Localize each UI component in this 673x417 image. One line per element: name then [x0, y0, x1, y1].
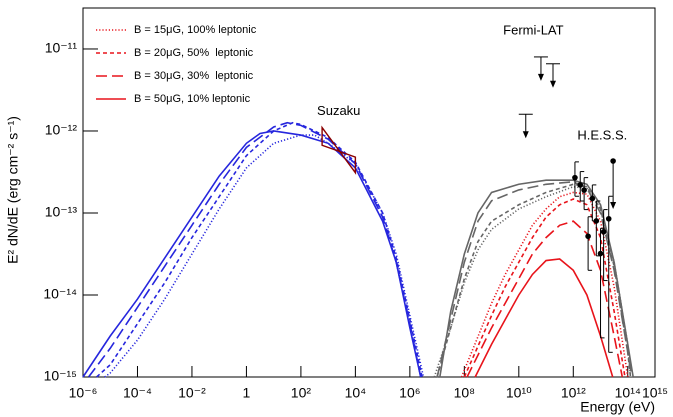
- annotation: Fermi-LAT: [503, 22, 563, 37]
- x-axis-title: Energy (eV): [580, 399, 655, 415]
- y-tick-label: 10⁻¹²: [45, 122, 78, 138]
- legend-label: B = 15μG, 100% leptonic: [134, 24, 257, 36]
- x-tick-label: 10¹⁰: [506, 385, 532, 401]
- series-line: [82, 130, 422, 378]
- series-line: [474, 258, 614, 378]
- x-tick-label: 10⁻⁴: [123, 385, 152, 401]
- data-point: [589, 195, 596, 202]
- fermi-upper-limit-head: [550, 80, 557, 88]
- data-point: [600, 228, 607, 235]
- legend-label: B = 50μG, 10% leptonic: [134, 93, 251, 105]
- series-line: [104, 134, 425, 378]
- x-tick-label: 10¹⁵: [642, 385, 668, 401]
- series-line: [463, 198, 626, 378]
- upper-limit-head: [610, 202, 617, 210]
- data-point: [597, 250, 604, 257]
- butterfly: [321, 125, 357, 175]
- series-line: [96, 121, 423, 378]
- x-tick-label: 10²: [291, 385, 312, 401]
- y-axis-title: E² dN/dE (erg cm⁻² s⁻¹): [5, 116, 21, 264]
- data-point: [577, 182, 584, 188]
- plot-frame: [82, 7, 656, 378]
- series-line: [436, 180, 633, 378]
- data-point: [585, 233, 591, 240]
- y-tick-label: 10⁻¹⁵: [44, 368, 77, 384]
- x-tick-label: 10⁴: [345, 385, 367, 401]
- y-tick-label: 10⁻¹³: [45, 204, 78, 220]
- fermi-upper-limit-head: [537, 73, 544, 81]
- x-tick-label: 10⁻⁶: [69, 385, 98, 401]
- x-tick-label: 10⁻²: [178, 385, 206, 401]
- legend-label: B = 30μG, 30% leptonic: [134, 70, 254, 82]
- legend-label: B = 20μG, 50% leptonic: [134, 47, 254, 59]
- annotation: Suzaku: [317, 103, 360, 118]
- data-point: [605, 215, 612, 222]
- y-tick-label: 10⁻¹⁴: [43, 286, 77, 302]
- series-line: [436, 183, 632, 378]
- series-line: [460, 191, 629, 378]
- series-line: [466, 220, 624, 378]
- fermi-upper-limit-head: [522, 131, 529, 139]
- series-line: [439, 179, 634, 378]
- annotation: H.E.S.S.: [577, 127, 627, 142]
- x-tick-label: 1: [243, 385, 251, 401]
- data-point: [572, 174, 578, 181]
- x-tick-label: 10¹²: [561, 385, 586, 401]
- data-point: [581, 187, 587, 193]
- x-tick-label: 10⁸: [454, 385, 476, 401]
- y-tick-label: 10⁻¹¹: [45, 40, 78, 56]
- x-tick-label: 10¹⁴: [615, 385, 641, 401]
- x-tick-label: 10⁶: [399, 385, 420, 401]
- series-line: [87, 121, 422, 378]
- data-point: [593, 218, 600, 224]
